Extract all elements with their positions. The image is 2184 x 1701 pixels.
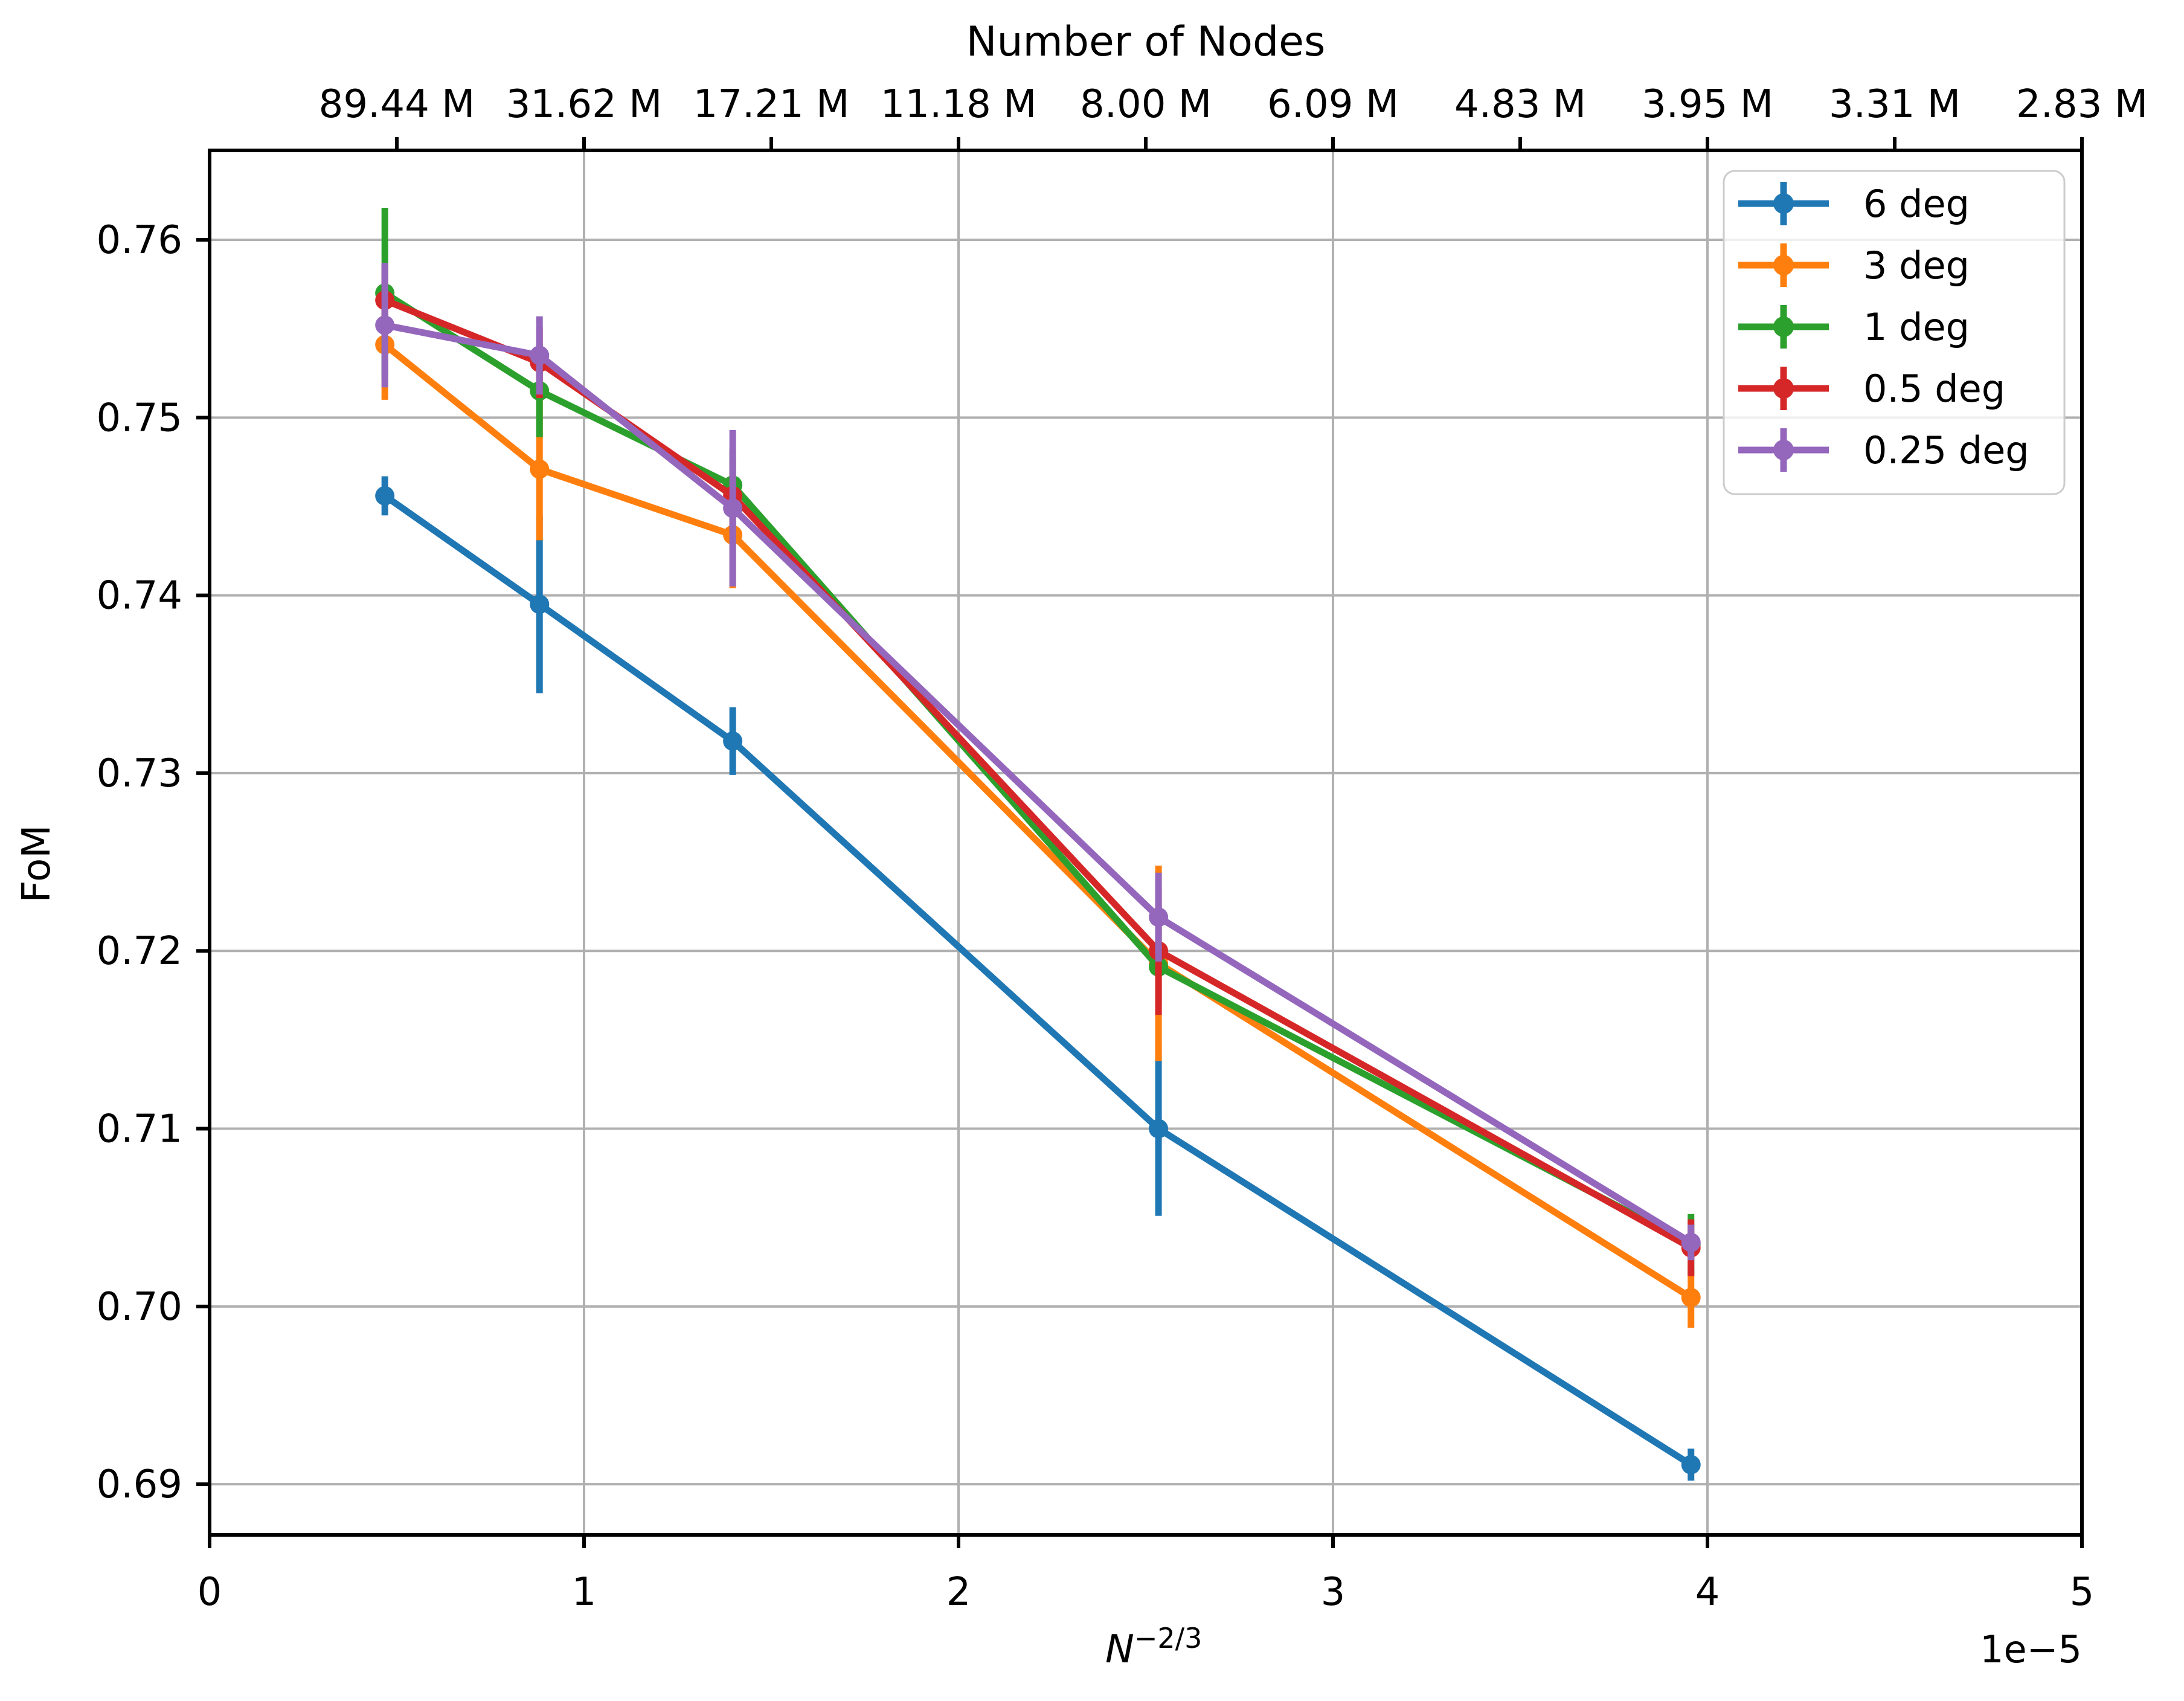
top-tick-label: 11.18 M <box>881 82 1037 127</box>
data-point-0-25-deg <box>375 315 395 335</box>
top-tick-label: 89.44 M <box>319 82 475 127</box>
data-point-6-deg <box>530 594 550 614</box>
y-axis-label: FoM <box>14 825 59 903</box>
y-tick-label: 0.72 <box>97 929 183 974</box>
x-axis-offset-text: 1e−5 <box>1980 1627 2082 1671</box>
x-axis-label-base: N <box>1105 1627 1134 1672</box>
data-point-0-25-deg <box>530 346 550 365</box>
x-tick-label: 5 <box>2070 1570 2095 1615</box>
x-tick-label: 4 <box>1695 1570 1720 1615</box>
x-tick-label: 0 <box>198 1570 222 1615</box>
legend-label-3-deg: 3 deg <box>1863 243 1970 288</box>
data-point-0-25-deg <box>1149 907 1169 927</box>
x-tick-label: 2 <box>946 1570 971 1615</box>
legend-glyph-marker-0-5-deg <box>1773 378 1794 399</box>
data-point-6-deg <box>1149 1119 1169 1139</box>
top-tick-label: 8.00 M <box>1080 82 1212 127</box>
top-tick-label: 31.62 M <box>506 82 663 127</box>
legend-label-1-deg: 1 deg <box>1863 305 1970 349</box>
data-point-6-deg <box>375 486 395 506</box>
top-tick-label: 3.31 M <box>1829 82 1961 127</box>
series-line-6-deg <box>383 493 1693 1468</box>
y-tick-label: 0.71 <box>97 1107 183 1152</box>
legend-glyph-marker-3-deg <box>1773 255 1794 275</box>
x-tick-label: 1 <box>572 1570 597 1615</box>
legend-glyph-marker-1-deg <box>1773 317 1794 337</box>
y-tick-label: 0.70 <box>97 1285 183 1330</box>
legend-label-6-deg: 6 deg <box>1863 182 1970 226</box>
top-tick-label: 4.83 M <box>1454 82 1586 127</box>
legend-glyph-marker-6-deg <box>1773 193 1794 214</box>
legend-label-0-25-deg: 0.25 deg <box>1863 428 2029 472</box>
top-tick-label: 17.21 M <box>693 82 850 127</box>
y-tick-label: 0.76 <box>97 218 183 263</box>
data-point-6-deg <box>723 731 743 751</box>
y-tick-label: 0.69 <box>97 1462 183 1507</box>
series-line-1-deg <box>383 290 1693 1247</box>
y-tick-label: 0.74 <box>97 574 183 619</box>
top-tick-label: 3.95 M <box>1642 82 1773 127</box>
y-tick-label: 0.75 <box>97 396 183 440</box>
legend-box <box>1723 170 2066 495</box>
top-tick-label: 6.09 M <box>1267 82 1399 127</box>
x-tick-label: 3 <box>1321 1570 1346 1615</box>
top-tick-label: 2.83 M <box>2016 82 2148 127</box>
data-point-6-deg <box>1681 1455 1701 1474</box>
data-point-0-25-deg <box>723 498 743 518</box>
legend-glyph-marker-0-25-deg <box>1773 440 1794 460</box>
x-axis-label: N−2/3 <box>1105 1622 1202 1672</box>
data-point-3-deg <box>530 459 550 479</box>
series-line-0-25-deg <box>384 321 1693 1246</box>
legend-label-0-5-deg: 0.5 deg <box>1863 367 2005 411</box>
data-point-0-25-deg <box>1681 1232 1701 1252</box>
y-tick-label: 0.73 <box>97 751 183 796</box>
top-axis-title: Number of Nodes <box>966 18 1326 66</box>
x-axis-label-exponent: −2/3 <box>1134 1622 1203 1654</box>
data-point-3-deg <box>1681 1288 1701 1308</box>
